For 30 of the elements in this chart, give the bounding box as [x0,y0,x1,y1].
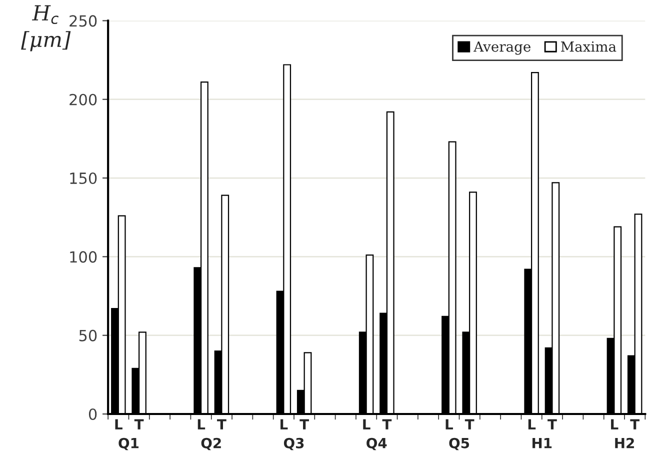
x-tick-label: T [382,419,392,430]
legend-label: Maxima [561,41,616,52]
x-tick-label: L [280,419,288,430]
legend-label: Average [474,41,530,55]
y-axis-title: H$_{c}$ [μm] [21,5,71,52]
y-tick-label: 0 [88,408,97,420]
y-tick-label: 50 [79,330,97,342]
x-tick-label: L [363,419,370,430]
x-tick-label: L [528,419,536,430]
text: Q4 [366,438,387,450]
text: Q3 [284,438,304,450]
text: H2 [615,438,634,448]
y-tick-label: 200 [70,94,97,106]
y-tick-label: 100 [70,251,97,263]
x-tick-label: T [464,419,474,430]
x-tick-label: T [217,419,226,430]
y-tick-label: 150 [70,172,97,184]
x-tick-label: L [611,419,618,430]
y-tick-label: 250 [70,15,97,27]
x-tick-label: L [115,419,122,430]
text: Q5 [449,438,470,450]
x-tick-label: T [630,419,640,430]
x-tick-label: T [300,419,309,430]
x-tick-label: T [134,419,144,430]
text: Q2 [201,438,221,450]
x-tick-label: L [446,419,453,430]
text: H1 [532,438,552,448]
text: Q1 [118,438,139,450]
x-tick-label: T [548,419,557,430]
x-tick-label: L [198,419,206,430]
